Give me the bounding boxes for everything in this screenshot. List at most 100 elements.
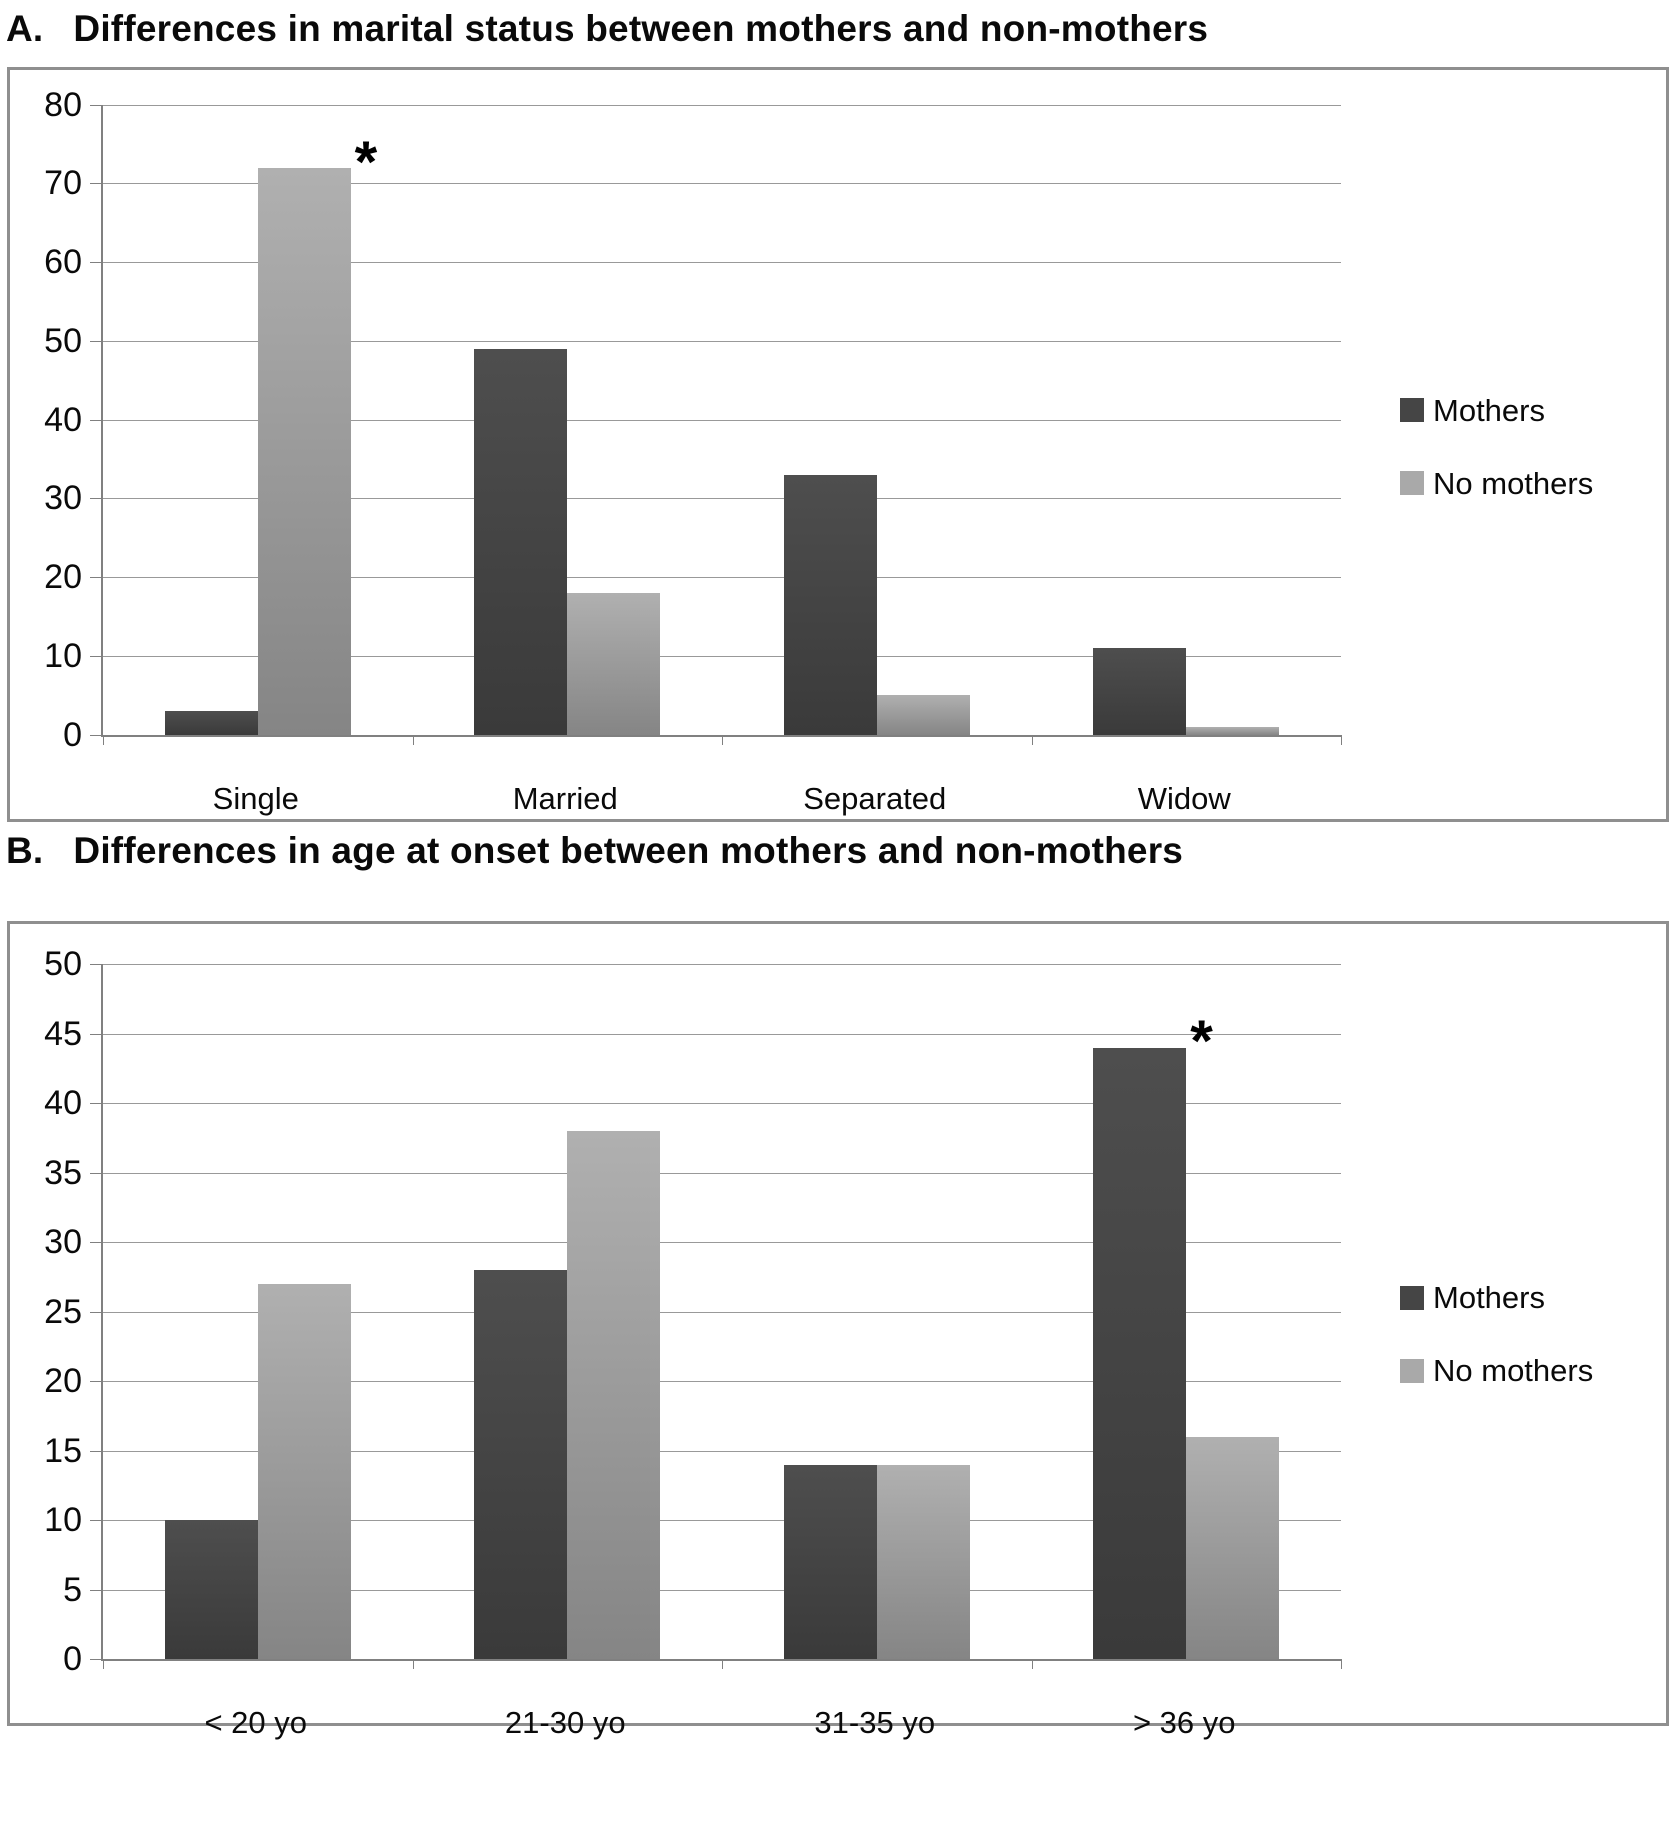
legend-label-mothers: Mothers	[1433, 392, 1545, 428]
legend-item-no-mothers: No mothers	[1400, 468, 1593, 499]
gridline	[103, 419, 1341, 421]
panel-b-title: B. Differences in age at onset between mo…	[0, 822, 1675, 873]
y-axis-tick	[90, 340, 102, 342]
legend-item-mothers: Mothers	[1400, 395, 1593, 426]
y-axis-tick	[90, 1103, 102, 1105]
y-axis-tick	[90, 419, 102, 421]
y-axis-tick-label: 20	[44, 558, 82, 597]
legend-label-no-mothers: No mothers	[1433, 1353, 1594, 1389]
y-axis-tick	[90, 498, 102, 500]
y-axis-tick-label: 30	[44, 1223, 82, 1262]
x-axis-category-label: Widow	[1137, 780, 1231, 816]
bar-no-mothers-21-30-yo	[567, 1130, 661, 1660]
bar-mothers--36-yo	[1093, 1047, 1187, 1660]
significance-asterisk: *	[1190, 1009, 1213, 1075]
bar-no-mothers-separated	[876, 695, 970, 735]
y-axis-tick-label: 40	[44, 400, 82, 439]
x-axis-category-label: < 20 yo	[204, 1705, 308, 1741]
gridline	[103, 1311, 1341, 1313]
y-axis-tick	[90, 1520, 102, 1522]
panel-b-title-text: Differences in age at onset between moth…	[73, 829, 1184, 871]
x-axis-tick	[1031, 1659, 1033, 1670]
y-axis-tick	[90, 104, 102, 106]
y-axis-tick-label: 40	[44, 1084, 82, 1123]
bar-mothers-single	[164, 710, 258, 735]
panel-a-title: A. Differences in marital status between …	[0, 0, 1675, 51]
gridline	[103, 183, 1341, 185]
bar-no-mothers-single	[257, 167, 351, 735]
gridline	[103, 1381, 1341, 1383]
y-axis-tick-label: 15	[44, 1431, 82, 1470]
x-axis-tick	[103, 734, 104, 745]
gridline	[103, 1450, 1341, 1452]
x-axis-category-label: Married	[512, 780, 618, 816]
gridline	[103, 1103, 1341, 1105]
x-axis-tick	[1031, 734, 1033, 745]
x-axis-tick	[412, 1659, 414, 1670]
y-axis-tick	[90, 1659, 102, 1661]
x-axis-tick	[1341, 1659, 1342, 1670]
y-axis-tick-label: 50	[44, 945, 82, 984]
chart-a-plot-area: *	[90, 104, 1342, 745]
chart-b-frame: * Mothers No mothers 0 5 10 15 20 25 30 35 40 45 5…	[7, 921, 1669, 1738]
y-axis-tick-label: 50	[44, 321, 82, 360]
y-axis-tick-label: 0	[63, 1640, 82, 1679]
bar-no-mothers--20-yo	[257, 1283, 351, 1660]
gridline	[103, 262, 1341, 264]
gridline	[103, 104, 1341, 106]
y-axis-tick-label: 45	[44, 1014, 82, 1053]
y-axis-tick	[90, 1450, 102, 1452]
gridline	[103, 1172, 1341, 1174]
x-axis-tick	[722, 734, 723, 745]
bar-mothers-married	[474, 348, 568, 735]
mothers-swatch-icon	[1400, 398, 1424, 423]
bar-mothers-separated	[783, 474, 877, 735]
y-axis-tick	[90, 1589, 102, 1591]
chart-b-legend: Mothers No mothers	[1400, 1282, 1593, 1386]
bar-mothers-21-30-yo	[474, 1269, 568, 1660]
panel-a-title-text: Differences in marital status between mo…	[73, 8, 1209, 49]
y-axis-tick-label: 10	[44, 636, 82, 675]
y-axis-tick	[90, 183, 102, 185]
y-axis-tick	[90, 1033, 102, 1035]
legend-item-no-mothers: No mothers	[1400, 1355, 1593, 1386]
x-axis-category-label: > 36 yo	[1132, 1705, 1236, 1741]
y-axis-tick	[90, 655, 102, 657]
y-axis-tick	[90, 1242, 102, 1244]
y-axis-tick	[90, 577, 102, 579]
x-axis-category-label: Separated	[803, 780, 947, 816]
bar-no-mothers-31-35-yo	[876, 1464, 970, 1660]
bar-no-mothers--36-yo	[1186, 1436, 1280, 1660]
gridline	[103, 1033, 1341, 1035]
panel-a-label: A.	[6, 8, 44, 49]
mothers-swatch-icon	[1400, 1285, 1424, 1310]
bar-mothers-widow	[1093, 647, 1187, 735]
bar-no-mothers-widow	[1186, 726, 1280, 735]
y-axis-tick	[90, 1381, 102, 1383]
y-axis-tick-label: 60	[44, 243, 82, 282]
gridline	[103, 498, 1341, 500]
bar-no-mothers-married	[567, 592, 661, 735]
y-axis-tick-label: 5	[63, 1570, 82, 1609]
chart-b-plot-area: *	[90, 964, 1342, 1670]
x-axis-tick	[722, 1659, 723, 1670]
panel-b-label: B.	[6, 829, 44, 871]
x-axis-category-label: Single	[212, 780, 299, 816]
y-axis-tick-label: 25	[44, 1292, 82, 1331]
bar-mothers-31-35-yo	[783, 1464, 877, 1660]
y-axis-tick-label: 80	[44, 85, 82, 124]
y-axis-tick-label: 70	[44, 164, 82, 203]
y-axis-tick-label: 10	[44, 1501, 82, 1540]
y-axis-tick-label: 0	[63, 715, 82, 754]
legend-label-no-mothers: No mothers	[1433, 465, 1594, 501]
gridline	[103, 1589, 1341, 1591]
legend-label-mothers: Mothers	[1433, 1280, 1545, 1316]
y-axis-tick-label: 35	[44, 1153, 82, 1192]
gridline	[103, 340, 1341, 342]
y-axis-tick-label: 20	[44, 1362, 82, 1401]
gridline	[103, 1242, 1341, 1244]
no-mothers-swatch-icon	[1400, 1358, 1424, 1383]
legend-item-mothers: Mothers	[1400, 1282, 1593, 1313]
y-axis-tick	[90, 262, 102, 264]
